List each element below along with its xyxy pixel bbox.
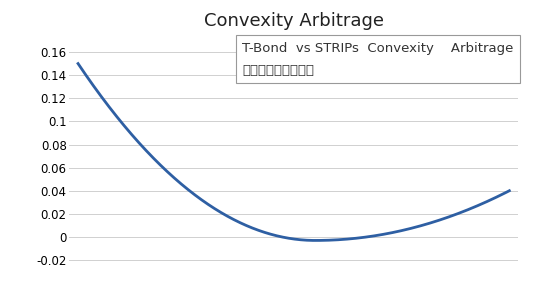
Title: Convexity Arbitrage: Convexity Arbitrage (203, 12, 384, 30)
Text: T-Bond  vs STRIPs  Convexity    Arbitrage
取引戦略の損益曲線: T-Bond vs STRIPs Convexity Arbitrage 取引戦… (242, 42, 514, 77)
